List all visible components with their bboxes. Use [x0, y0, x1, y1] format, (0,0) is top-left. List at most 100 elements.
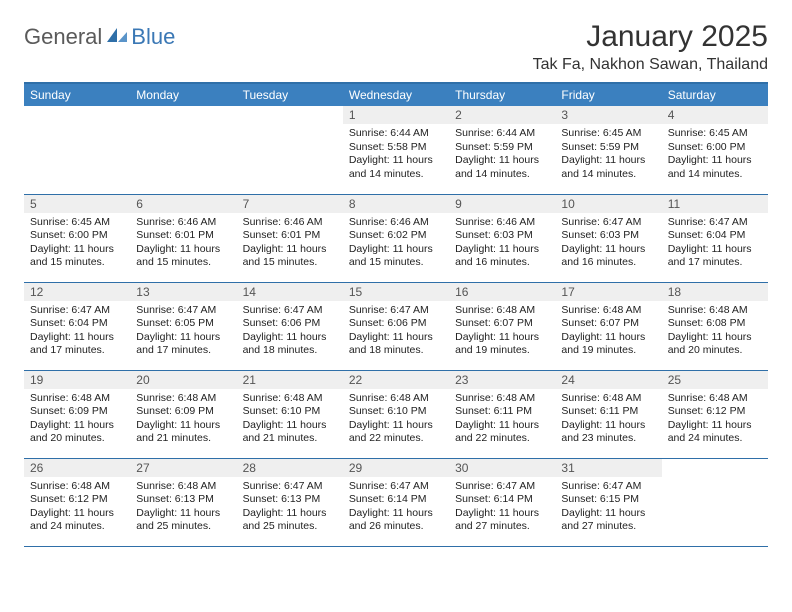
day-header: Tuesday — [237, 83, 343, 106]
day-number: 2 — [449, 106, 555, 124]
calendar-day-cell: 8Sunrise: 6:46 AMSunset: 6:02 PMDaylight… — [343, 194, 449, 282]
day-content: Sunrise: 6:46 AMSunset: 6:01 PMDaylight:… — [237, 213, 343, 275]
logo-sail-icon — [106, 26, 128, 49]
day-number: 30 — [449, 459, 555, 477]
calendar-day-cell: 11Sunrise: 6:47 AMSunset: 6:04 PMDayligh… — [662, 194, 768, 282]
day-header: Monday — [130, 83, 236, 106]
calendar-day-cell: 27Sunrise: 6:48 AMSunset: 6:13 PMDayligh… — [130, 458, 236, 546]
day-content: Sunrise: 6:47 AMSunset: 6:04 PMDaylight:… — [662, 213, 768, 275]
calendar-day-cell: 12Sunrise: 6:47 AMSunset: 6:04 PMDayligh… — [24, 282, 130, 370]
day-content: Sunrise: 6:48 AMSunset: 6:10 PMDaylight:… — [343, 389, 449, 451]
day-header: Sunday — [24, 83, 130, 106]
title-block: January 2025 Tak Fa, Nakhon Sawan, Thail… — [533, 20, 768, 74]
day-content: Sunrise: 6:48 AMSunset: 6:13 PMDaylight:… — [130, 477, 236, 539]
day-number: 24 — [555, 371, 661, 389]
page-header: General Blue January 2025 Tak Fa, Nakhon… — [24, 20, 768, 74]
day-content: Sunrise: 6:47 AMSunset: 6:14 PMDaylight:… — [449, 477, 555, 539]
day-number: 31 — [555, 459, 661, 477]
day-content: Sunrise: 6:48 AMSunset: 6:11 PMDaylight:… — [449, 389, 555, 451]
day-number: 21 — [237, 371, 343, 389]
day-header: Saturday — [662, 83, 768, 106]
day-number: 3 — [555, 106, 661, 124]
day-number: 27 — [130, 459, 236, 477]
day-content: Sunrise: 6:47 AMSunset: 6:06 PMDaylight:… — [237, 301, 343, 363]
day-content: Sunrise: 6:45 AMSunset: 6:00 PMDaylight:… — [24, 213, 130, 275]
day-content: Sunrise: 6:47 AMSunset: 6:15 PMDaylight:… — [555, 477, 661, 539]
day-number: 16 — [449, 283, 555, 301]
day-content: Sunrise: 6:48 AMSunset: 6:08 PMDaylight:… — [662, 301, 768, 363]
logo-text-blue: Blue — [131, 24, 175, 50]
day-content: Sunrise: 6:47 AMSunset: 6:14 PMDaylight:… — [343, 477, 449, 539]
day-number: 19 — [24, 371, 130, 389]
calendar-day-cell: 16Sunrise: 6:48 AMSunset: 6:07 PMDayligh… — [449, 282, 555, 370]
day-number: 22 — [343, 371, 449, 389]
day-content: Sunrise: 6:48 AMSunset: 6:10 PMDaylight:… — [237, 389, 343, 451]
calendar-day-cell: 26Sunrise: 6:48 AMSunset: 6:12 PMDayligh… — [24, 458, 130, 546]
day-number: 5 — [24, 195, 130, 213]
day-number: 6 — [130, 195, 236, 213]
day-number: 28 — [237, 459, 343, 477]
calendar-day-cell: 3Sunrise: 6:45 AMSunset: 5:59 PMDaylight… — [555, 106, 661, 194]
calendar-day-cell: 14Sunrise: 6:47 AMSunset: 6:06 PMDayligh… — [237, 282, 343, 370]
calendar-day-cell: 31Sunrise: 6:47 AMSunset: 6:15 PMDayligh… — [555, 458, 661, 546]
day-number: 15 — [343, 283, 449, 301]
calendar-day-cell: 22Sunrise: 6:48 AMSunset: 6:10 PMDayligh… — [343, 370, 449, 458]
location-text: Tak Fa, Nakhon Sawan, Thailand — [533, 56, 768, 74]
day-number: 9 — [449, 195, 555, 213]
day-content: Sunrise: 6:45 AMSunset: 6:00 PMDaylight:… — [662, 124, 768, 186]
day-number: 29 — [343, 459, 449, 477]
calendar-week-row: 12Sunrise: 6:47 AMSunset: 6:04 PMDayligh… — [24, 282, 768, 370]
calendar-day-cell: 5Sunrise: 6:45 AMSunset: 6:00 PMDaylight… — [24, 194, 130, 282]
day-number: 26 — [24, 459, 130, 477]
calendar-day-cell: 13Sunrise: 6:47 AMSunset: 6:05 PMDayligh… — [130, 282, 236, 370]
calendar-day-cell: 2Sunrise: 6:44 AMSunset: 5:59 PMDaylight… — [449, 106, 555, 194]
day-content: Sunrise: 6:46 AMSunset: 6:01 PMDaylight:… — [130, 213, 236, 275]
day-content: Sunrise: 6:48 AMSunset: 6:07 PMDaylight:… — [555, 301, 661, 363]
day-number: 25 — [662, 371, 768, 389]
day-header: Thursday — [449, 83, 555, 106]
logo: General Blue — [24, 20, 175, 50]
day-content: Sunrise: 6:48 AMSunset: 6:07 PMDaylight:… — [449, 301, 555, 363]
day-content: Sunrise: 6:45 AMSunset: 5:59 PMDaylight:… — [555, 124, 661, 186]
day-number: 8 — [343, 195, 449, 213]
day-number: 17 — [555, 283, 661, 301]
day-content: Sunrise: 6:48 AMSunset: 6:12 PMDaylight:… — [24, 477, 130, 539]
day-number: 12 — [24, 283, 130, 301]
day-number: 23 — [449, 371, 555, 389]
day-content: Sunrise: 6:44 AMSunset: 5:59 PMDaylight:… — [449, 124, 555, 186]
calendar-day-cell: 1Sunrise: 6:44 AMSunset: 5:58 PMDaylight… — [343, 106, 449, 194]
calendar-day-cell: 30Sunrise: 6:47 AMSunset: 6:14 PMDayligh… — [449, 458, 555, 546]
day-content: Sunrise: 6:47 AMSunset: 6:03 PMDaylight:… — [555, 213, 661, 275]
calendar-day-cell: 24Sunrise: 6:48 AMSunset: 6:11 PMDayligh… — [555, 370, 661, 458]
calendar-week-row: 26Sunrise: 6:48 AMSunset: 6:12 PMDayligh… — [24, 458, 768, 546]
calendar-day-cell: 20Sunrise: 6:48 AMSunset: 6:09 PMDayligh… — [130, 370, 236, 458]
calendar-day-cell: 28Sunrise: 6:47 AMSunset: 6:13 PMDayligh… — [237, 458, 343, 546]
day-content: Sunrise: 6:46 AMSunset: 6:02 PMDaylight:… — [343, 213, 449, 275]
day-content: Sunrise: 6:47 AMSunset: 6:13 PMDaylight:… — [237, 477, 343, 539]
calendar-day-cell: 25Sunrise: 6:48 AMSunset: 6:12 PMDayligh… — [662, 370, 768, 458]
day-number: 18 — [662, 283, 768, 301]
calendar-body: 1Sunrise: 6:44 AMSunset: 5:58 PMDaylight… — [24, 106, 768, 546]
calendar-day-cell: 21Sunrise: 6:48 AMSunset: 6:10 PMDayligh… — [237, 370, 343, 458]
calendar-day-cell: 23Sunrise: 6:48 AMSunset: 6:11 PMDayligh… — [449, 370, 555, 458]
calendar-day-cell: 18Sunrise: 6:48 AMSunset: 6:08 PMDayligh… — [662, 282, 768, 370]
calendar-day-cell — [24, 106, 130, 194]
day-number: 14 — [237, 283, 343, 301]
calendar-day-cell: 29Sunrise: 6:47 AMSunset: 6:14 PMDayligh… — [343, 458, 449, 546]
day-header: Friday — [555, 83, 661, 106]
calendar-header-row: SundayMondayTuesdayWednesdayThursdayFrid… — [24, 83, 768, 106]
day-content: Sunrise: 6:44 AMSunset: 5:58 PMDaylight:… — [343, 124, 449, 186]
calendar-day-cell: 17Sunrise: 6:48 AMSunset: 6:07 PMDayligh… — [555, 282, 661, 370]
day-content: Sunrise: 6:46 AMSunset: 6:03 PMDaylight:… — [449, 213, 555, 275]
calendar-day-cell: 4Sunrise: 6:45 AMSunset: 6:00 PMDaylight… — [662, 106, 768, 194]
calendar-week-row: 1Sunrise: 6:44 AMSunset: 5:58 PMDaylight… — [24, 106, 768, 194]
calendar-day-cell: 10Sunrise: 6:47 AMSunset: 6:03 PMDayligh… — [555, 194, 661, 282]
logo-text-general: General — [24, 24, 102, 50]
day-number: 20 — [130, 371, 236, 389]
day-number: 4 — [662, 106, 768, 124]
day-content: Sunrise: 6:48 AMSunset: 6:11 PMDaylight:… — [555, 389, 661, 451]
day-content: Sunrise: 6:47 AMSunset: 6:05 PMDaylight:… — [130, 301, 236, 363]
calendar-week-row: 5Sunrise: 6:45 AMSunset: 6:00 PMDaylight… — [24, 194, 768, 282]
day-content: Sunrise: 6:48 AMSunset: 6:09 PMDaylight:… — [130, 389, 236, 451]
calendar-day-cell: 7Sunrise: 6:46 AMSunset: 6:01 PMDaylight… — [237, 194, 343, 282]
